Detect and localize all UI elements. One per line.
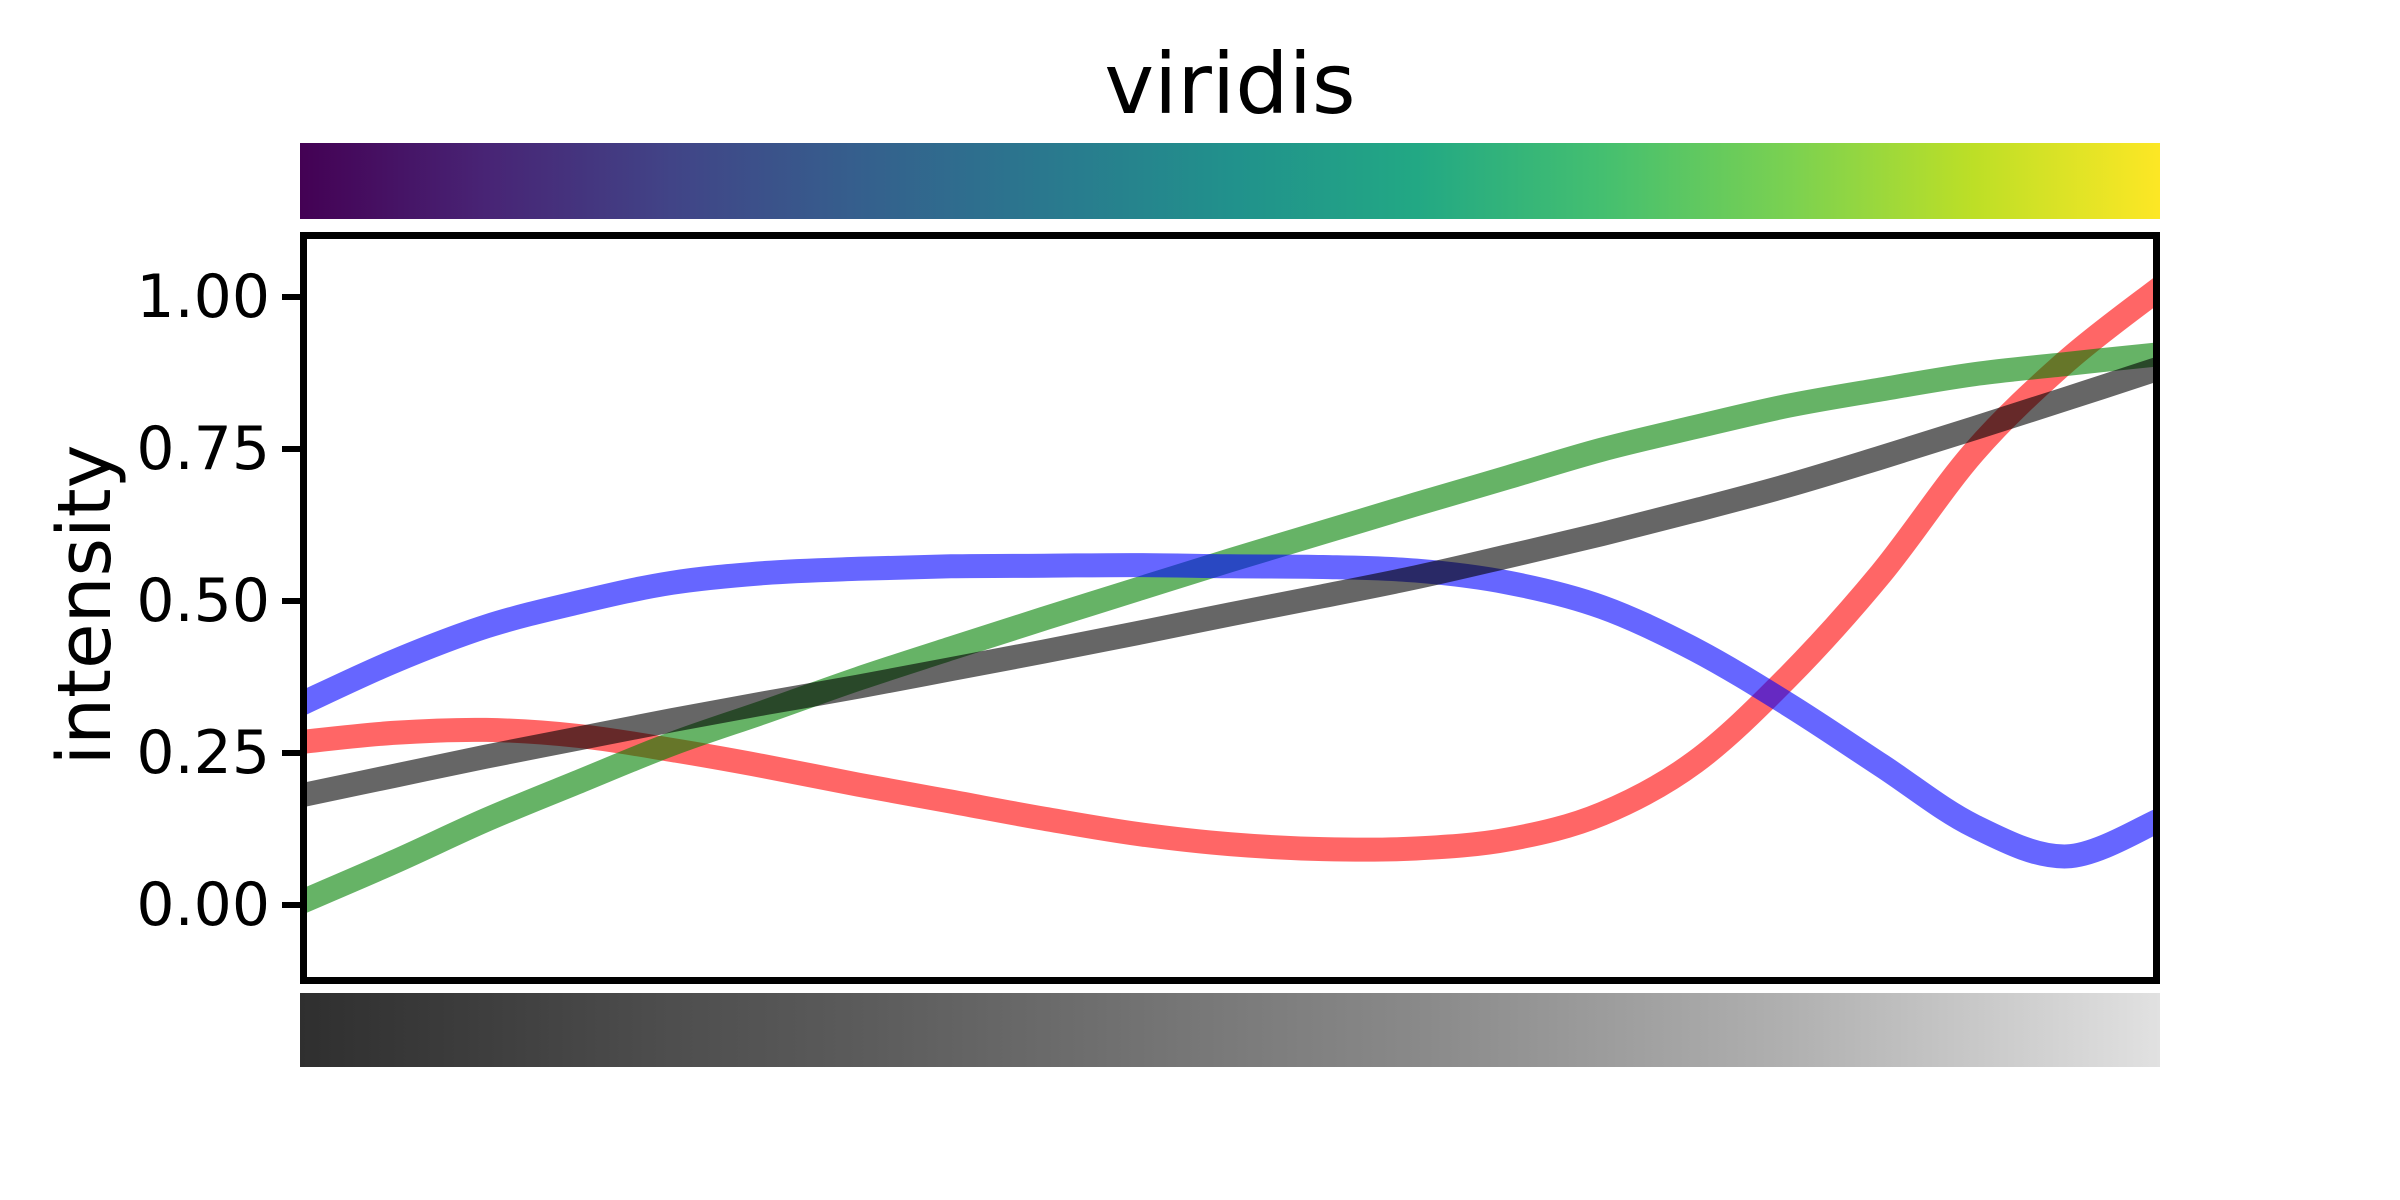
curve-red-channel [300, 272, 2160, 862]
y-tick-label: 0.00 [136, 870, 270, 940]
y-tick-label: 0.75 [136, 414, 270, 484]
y-tick-label: 1.00 [136, 262, 270, 332]
y-tick-label: 0.25 [136, 718, 270, 788]
plot-border [300, 232, 2160, 984]
grayscale-colorbar [300, 993, 2160, 1067]
y-tick-mark [282, 294, 300, 300]
y-tick-label: 0.50 [136, 566, 270, 636]
curve-grayscale-luminance [300, 355, 2160, 808]
chart-title: viridis [1104, 35, 1356, 133]
curve-blue-channel [300, 553, 2160, 869]
plot-area [300, 232, 2160, 984]
y-tick-mark [282, 446, 300, 452]
y-tick-mark [282, 902, 300, 908]
viridis-colorbar [300, 143, 2160, 219]
y-tick-mark [282, 750, 300, 756]
y-tick-mark [282, 598, 300, 604]
